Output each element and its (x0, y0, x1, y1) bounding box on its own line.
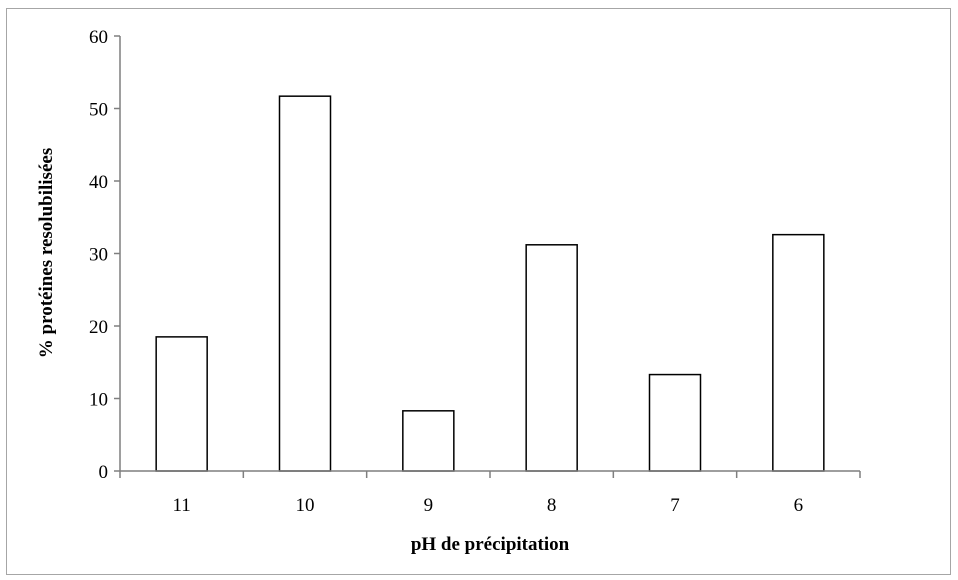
x-tick-label: 6 (794, 495, 804, 516)
bar-10 (278, 95, 332, 472)
y-tick-label: 10 (89, 390, 108, 411)
x-tick-label: 8 (547, 495, 557, 516)
x-axis-label: pH de précipitation (411, 534, 570, 555)
x-axis: 11 10 9 8 7 6 (119, 470, 861, 516)
y-tick-label: 40 (89, 172, 108, 193)
y-axis-label: % protéines resolubilisées (36, 148, 57, 358)
x-tick-label: 9 (424, 495, 434, 516)
bars (155, 95, 825, 472)
bar-11 (155, 336, 208, 472)
bar-8 (525, 244, 578, 472)
bar-9 (402, 410, 455, 472)
y-tick-label: 30 (89, 245, 108, 266)
bar-6 (772, 233, 825, 472)
y-tick-label: 20 (89, 317, 108, 338)
y-axis: 0 10 20 30 40 50 60 (89, 27, 121, 483)
x-tick-label: 11 (173, 495, 191, 516)
bar-7 (648, 373, 702, 472)
x-tick-label: 10 (296, 495, 315, 516)
y-tick-label: 0 (99, 462, 109, 483)
y-tick-label: 60 (89, 27, 108, 48)
x-tick-label: 7 (670, 495, 680, 516)
y-tick-label: 50 (89, 100, 108, 121)
